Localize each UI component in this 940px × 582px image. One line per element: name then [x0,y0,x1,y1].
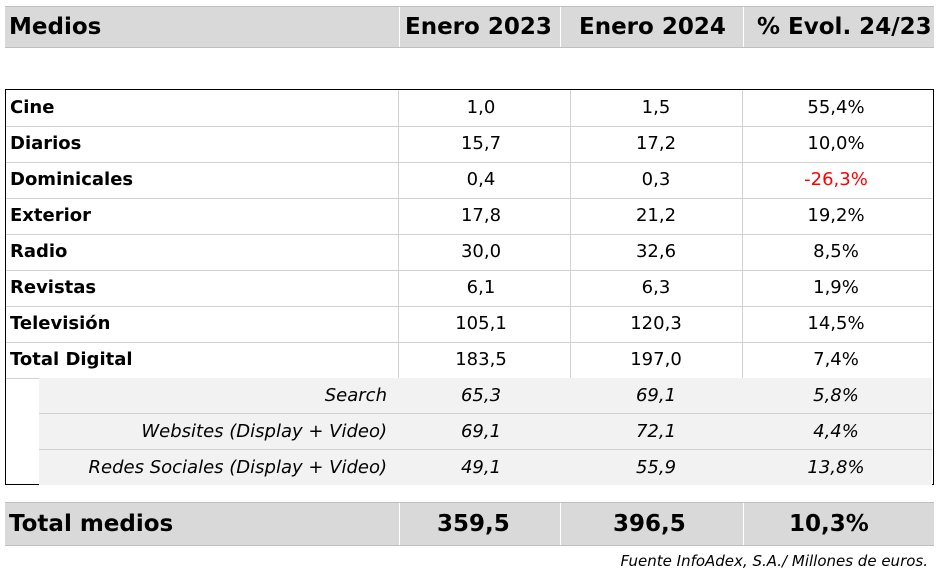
row-label: Exterior [10,205,92,226]
table-header: Medios Enero 2023 Enero 2024 % Evol. 24/… [5,6,934,48]
sub-row-label: Redes Sociales (Display + Video) [88,457,387,478]
divider [743,503,744,545]
row-label: Cine [10,97,55,118]
table-row: Revistas 6,1 6,3 1,9% [6,270,932,307]
value-evol: 13,8% [807,457,865,478]
table-row: Dominicales 0,4 0,3 -26,3% [6,162,932,199]
value-2023: 69,1 [460,421,502,442]
value-evol: 10,0% [807,133,865,154]
value-2023: 1,0 [466,97,496,118]
divider [399,7,400,47]
value-2024: 6,3 [641,277,671,298]
row-label: Dominicales [10,169,134,190]
divider [398,90,399,484]
value-evol: 14,5% [807,313,865,334]
sub-row: Redes Sociales (Display + Video) 49,1 55… [39,450,932,485]
total-2023: 359,5 [437,511,510,537]
value-2024: 55,9 [635,457,677,478]
value-evol: 8,5% [813,241,859,262]
value-2024: 72,1 [635,421,677,442]
divider [560,503,561,545]
row-label: Radio [10,241,68,262]
table-row: Radio 30,0 32,6 8,5% [6,234,932,271]
total-2024: 396,5 [613,511,686,537]
value-2024: 32,6 [635,241,677,262]
header-medios: Medios [9,14,102,40]
divider [560,7,561,47]
divider [399,503,400,545]
value-evol: 5,8% [813,385,859,406]
row-label: Diarios [10,133,82,154]
value-2023: 17,8 [460,205,502,226]
table-row: Diarios 15,7 17,2 10,0% [6,126,932,163]
header-enero-2024: Enero 2024 [579,14,726,40]
sub-row: Search 65,3 69,1 5,8% [39,378,932,414]
value-2023: 0,4 [466,169,496,190]
row-label: Televisión [10,313,111,334]
table-row: Cine 1,0 1,5 55,4% [6,90,932,127]
value-2024: 120,3 [630,313,682,334]
value-evol: 19,2% [807,205,865,226]
divider [743,7,744,47]
value-2023: 105,1 [455,313,507,334]
total-row: Total medios 359,5 396,5 10,3% [5,502,934,546]
media-table: Cine 1,0 1,5 55,4% Diarios 15,7 17,2 10,… [5,89,934,485]
value-2024: 1,5 [641,97,671,118]
value-2024: 197,0 [630,349,682,370]
total-evol: 10,3% [789,511,869,537]
value-2023: 49,1 [460,457,502,478]
value-2024: 69,1 [635,385,677,406]
header-evolution: % Evol. 24/23 [757,14,932,40]
sub-row-label: Search [324,385,387,406]
value-2024: 21,2 [635,205,677,226]
value-evol: 1,9% [813,277,859,298]
value-evol: 4,4% [813,421,859,442]
total-label: Total medios [9,511,174,537]
table-row: Exterior 17,8 21,2 19,2% [6,198,932,235]
divider [570,90,571,484]
value-2023: 15,7 [460,133,502,154]
value-2023: 65,3 [460,385,502,406]
header-enero-2023: Enero 2023 [405,14,552,40]
value-2024: 0,3 [641,169,671,190]
value-evol: 7,4% [813,349,859,370]
value-2023: 30,0 [460,241,502,262]
value-2023: 6,1 [466,277,496,298]
table-row: Total Digital 183,5 197,0 7,4% [6,342,932,379]
row-label: Revistas [10,277,97,298]
sub-row: Websites (Display + Video) 69,1 72,1 4,4… [39,414,932,450]
source-note: Fuente InfoAdex, S.A./ Millones de euros… [620,552,929,570]
value-evol-negative: -26,3% [804,169,868,190]
table-row: Televisión 105,1 120,3 14,5% [6,306,932,343]
divider [742,90,743,484]
row-label: Total Digital [10,349,133,370]
value-2024: 17,2 [635,133,677,154]
value-2023: 183,5 [455,349,507,370]
value-evol: 55,4% [807,97,865,118]
sub-row-label: Websites (Display + Video) [141,421,387,442]
